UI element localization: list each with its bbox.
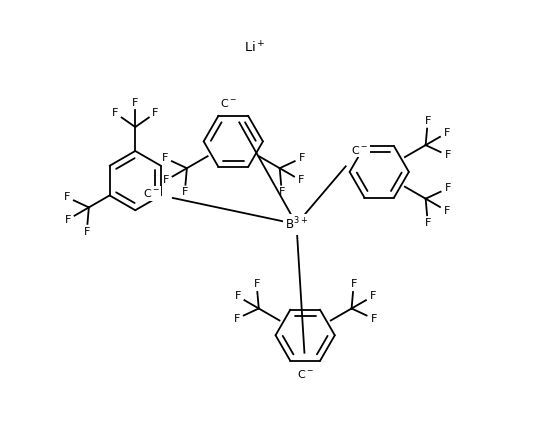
Text: F: F (161, 153, 168, 163)
Text: C$^-$: C$^-$ (352, 144, 368, 156)
Text: Li$^+$: Li$^+$ (244, 40, 266, 56)
Text: F: F (132, 98, 138, 107)
Text: C$^-$: C$^-$ (143, 187, 160, 199)
Text: F: F (350, 279, 357, 289)
Text: F: F (253, 279, 260, 289)
Text: F: F (299, 153, 305, 163)
Text: F: F (152, 108, 159, 118)
Text: F: F (64, 214, 71, 225)
Text: F: F (370, 291, 376, 301)
Text: C$^-$: C$^-$ (220, 97, 237, 109)
Text: F: F (298, 175, 304, 186)
Text: F: F (425, 116, 431, 126)
Text: F: F (181, 187, 188, 198)
Text: F: F (445, 183, 451, 194)
Text: F: F (444, 128, 450, 138)
Text: F: F (162, 175, 169, 186)
Text: F: F (233, 314, 240, 324)
Text: C$^-$: C$^-$ (297, 369, 314, 381)
Text: B$^{3+}$: B$^{3+}$ (285, 216, 308, 233)
Text: F: F (371, 314, 377, 324)
Text: F: F (445, 151, 451, 160)
Text: F: F (278, 187, 285, 198)
Text: F: F (112, 108, 118, 118)
Text: F: F (444, 206, 450, 216)
Text: F: F (425, 218, 431, 228)
Text: F: F (83, 227, 90, 237)
Text: F: F (234, 291, 241, 301)
Text: F: F (64, 192, 70, 202)
